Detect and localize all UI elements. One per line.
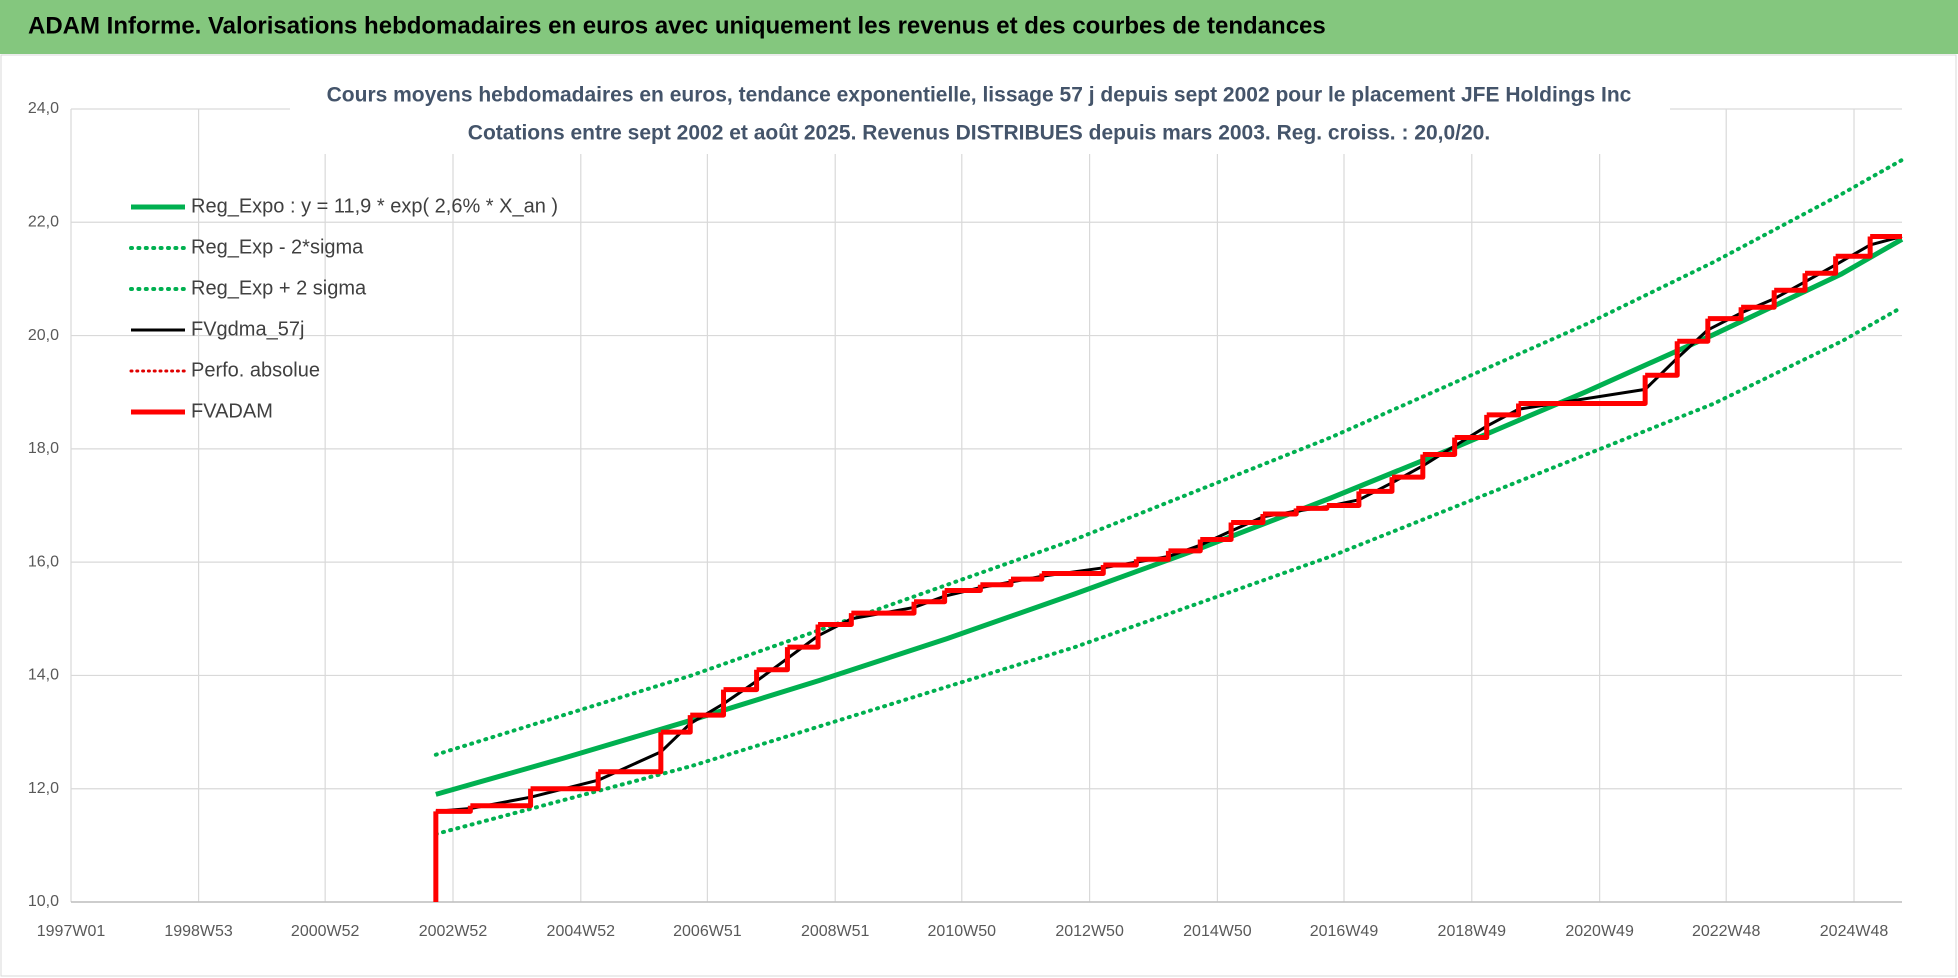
step-segment bbox=[1391, 454, 1426, 480]
y-tick-label: 18,0 bbox=[28, 440, 59, 457]
step-segment bbox=[470, 788, 534, 809]
step-segment bbox=[1136, 550, 1171, 562]
legend: Reg_Expo : y = 11,9 * exp( 2,6% * X_an )… bbox=[129, 195, 558, 422]
x-tick-label: 2000W52 bbox=[291, 923, 360, 940]
step-segment bbox=[1677, 318, 1711, 344]
x-tick-label: 2002W52 bbox=[419, 923, 488, 940]
step-segment bbox=[818, 613, 854, 627]
legend-label: Reg_Exp + 2 sigma bbox=[191, 277, 367, 299]
x-tick-label: 2014W50 bbox=[1183, 923, 1252, 940]
step-segment bbox=[598, 732, 664, 775]
step-segment bbox=[1231, 513, 1266, 525]
step-segment bbox=[690, 689, 727, 718]
x-tick-label: 1998W53 bbox=[164, 923, 233, 940]
step-segment bbox=[1358, 477, 1395, 494]
step-segment bbox=[1774, 273, 1808, 293]
step-segment bbox=[1805, 256, 1839, 276]
step-segment bbox=[1200, 522, 1234, 542]
legend-label: FVADAM bbox=[191, 400, 273, 422]
x-tick-label: 2024W48 bbox=[1820, 923, 1889, 940]
x-tick-label: 2020W49 bbox=[1565, 923, 1634, 940]
step-segment bbox=[851, 601, 917, 616]
step-segment bbox=[530, 771, 601, 792]
x-tick-label: 2012W50 bbox=[1055, 923, 1124, 940]
step-segment bbox=[1645, 341, 1680, 378]
y-tick-label: 20,0 bbox=[28, 327, 59, 344]
step-segment bbox=[660, 715, 693, 735]
legend-label: Reg_Exp - 2*sigma bbox=[191, 236, 364, 258]
step-segment bbox=[1486, 403, 1522, 418]
step-segment bbox=[1518, 375, 1648, 407]
chart-subtitle: Cotations entre sept 2002 et août 2025. … bbox=[468, 122, 1490, 145]
x-tick-label: 1997W01 bbox=[37, 923, 106, 940]
y-tick-label: 16,0 bbox=[28, 553, 59, 570]
x-tick-label: 2018W49 bbox=[1438, 923, 1507, 940]
step-segment bbox=[914, 590, 948, 605]
step-segment bbox=[1454, 414, 1490, 441]
title-background bbox=[290, 78, 1670, 154]
legend-label: Reg_Expo : y = 11,9 * exp( 2,6% * X_an ) bbox=[191, 195, 558, 217]
series-line bbox=[433, 157, 1904, 757]
legend-label: Perfo. absolue bbox=[191, 359, 320, 381]
step-segment bbox=[1707, 307, 1744, 322]
header-title: ADAM Informe. Valorisations hebdomadaire… bbox=[28, 12, 1326, 39]
step-segment bbox=[1741, 290, 1777, 310]
y-tick-label: 22,0 bbox=[28, 214, 59, 231]
x-tick-label: 2008W51 bbox=[801, 923, 870, 940]
step-segment bbox=[787, 624, 821, 650]
x-tick-label: 2022W48 bbox=[1692, 923, 1761, 940]
header-bar bbox=[0, 0, 1958, 54]
plot bbox=[433, 157, 1904, 902]
step-segment bbox=[1326, 491, 1362, 508]
x-tick-label: 2006W51 bbox=[673, 923, 742, 940]
legend-label: FVgdma_57j bbox=[191, 318, 304, 340]
y-tick-label: 12,0 bbox=[28, 780, 59, 797]
step-segment bbox=[756, 647, 790, 673]
step-segment bbox=[1835, 236, 1873, 259]
series-line bbox=[433, 305, 1904, 837]
step-segment bbox=[1168, 539, 1203, 554]
x-tick-label: 2016W49 bbox=[1310, 923, 1379, 940]
y-tick-label: 14,0 bbox=[28, 667, 59, 684]
step-segment bbox=[723, 669, 760, 693]
x-tick-label: 2004W52 bbox=[547, 923, 616, 940]
step-segment bbox=[1041, 564, 1106, 576]
chart-frame bbox=[0, 54, 1957, 977]
y-tick-label: 10,0 bbox=[28, 893, 59, 910]
x-tick-label: 2010W50 bbox=[928, 923, 997, 940]
y-tick-label: 24,0 bbox=[28, 100, 59, 117]
step-segment bbox=[1296, 505, 1330, 511]
chart-title: Cours moyens hebdomadaires en euros, ten… bbox=[327, 84, 1632, 107]
step-segment bbox=[1422, 437, 1458, 458]
